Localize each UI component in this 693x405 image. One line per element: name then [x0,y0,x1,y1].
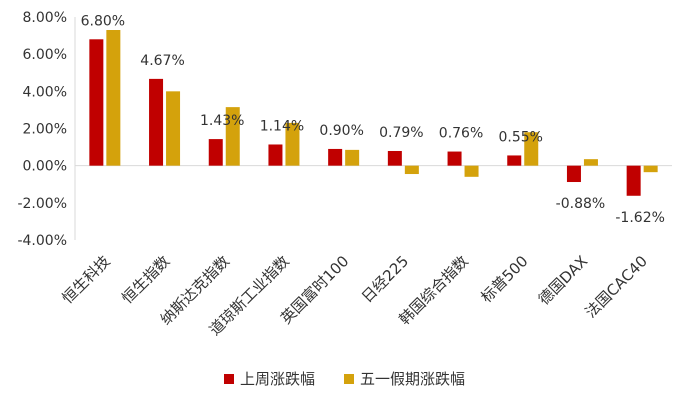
bar-weekly [507,155,522,166]
bar-holiday [345,149,360,166]
y-axis-ticks: -4.00% -2.00% 0.00% 2.00% 4.00% 6.00% 8.00% [17,10,67,249]
legend-label-weekly: 上周涨跌幅 [240,370,315,388]
bar-weekly [566,165,581,183]
bar-holiday [285,122,300,166]
category-label: 恒生科技 [59,252,114,307]
legend-swatch-weekly [224,374,234,384]
data-labels: 6.80% 4.67% 1.43% 1.14% 0.90% 0.79% 0.76% 0.55%… [81,13,665,225]
data-label: 0.55% [499,129,543,145]
category-label: 德国DAX [535,252,591,308]
category-label: 恒生指数 [118,252,173,307]
category-label: 标普500 [477,252,531,306]
bar-holiday [583,159,598,166]
category-label: 法国CAC40 [582,252,651,321]
data-label: 0.79% [379,125,423,141]
bars [89,30,658,196]
bar-weekly [626,165,641,196]
category-labels: 恒生科技 恒生指数纳斯达克指数道琼斯工业指数英国富时100 日经225韩国综合指数标… [59,252,651,339]
legend-label-holiday: 五一假期涨跌幅 [360,370,465,388]
data-label: 1.43% [200,113,244,129]
data-label: 6.80% [81,13,125,29]
bar-weekly [208,139,223,166]
data-label: 0.90% [319,123,363,139]
bar-weekly [89,39,104,166]
y-tick-label: 8.00% [23,10,67,26]
legend-swatch-holiday [344,374,354,384]
bar-holiday [106,30,121,166]
bar-holiday [166,91,181,166]
bar-weekly [387,150,402,166]
bar-holiday [464,165,479,177]
y-tick-label: 6.00% [23,47,67,63]
y-tick-label: 0.00% [23,159,67,175]
bar-weekly [268,144,283,166]
legend: 上周涨跌幅 五一假期涨跌幅 [224,370,465,388]
y-tick-label: -2.00% [17,196,67,212]
data-label: 1.14% [260,118,304,134]
bar-holiday [404,165,419,175]
bar-weekly [149,78,164,166]
y-tick-label: 2.00% [23,122,67,138]
bar-holiday [225,107,240,166]
bar-holiday [643,165,658,173]
bar-weekly [447,151,462,166]
category-label: 日经225 [358,252,412,306]
data-label: 4.67% [140,53,184,69]
bar-weekly [328,148,343,166]
y-tick-label: 4.00% [23,84,67,100]
bar-holiday [524,132,539,166]
data-label: 0.76% [439,126,483,142]
data-label: -0.88% [556,196,606,212]
y-tick-label: -4.00% [17,233,67,249]
data-label: -1.62% [615,210,665,226]
